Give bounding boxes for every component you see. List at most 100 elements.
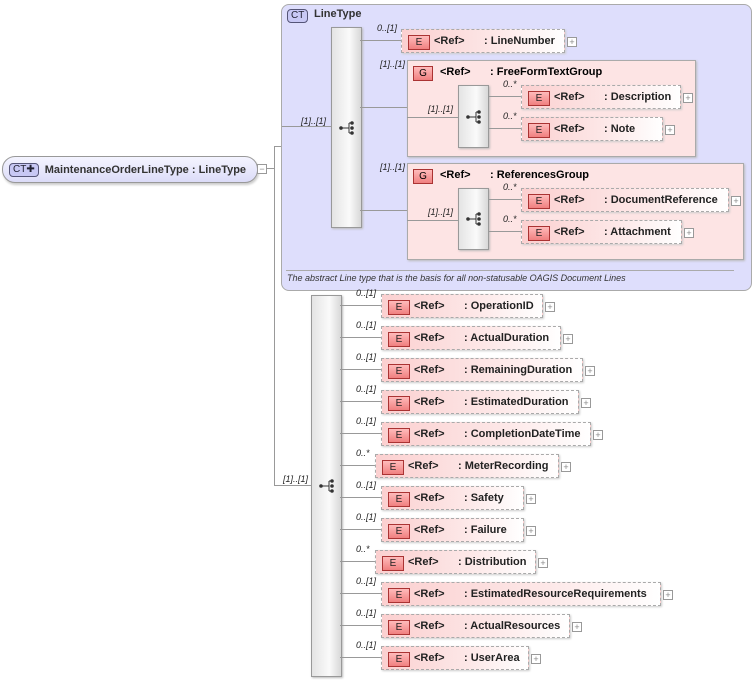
- element-icon: E: [388, 492, 410, 507]
- element-ref[interactable]: E <Ref> : RemainingDuration: [381, 358, 583, 382]
- complex-type-icon: CT: [287, 9, 309, 23]
- element-name: : LineNumber: [484, 35, 555, 47]
- element-ref[interactable]: E <Ref>: Attachment: [521, 220, 682, 244]
- element-icon: E: [388, 396, 410, 411]
- sequence-icon: [465, 109, 481, 124]
- element-ref-label: <Ref>: [414, 364, 445, 376]
- multiplicity-label: 0..*: [356, 544, 370, 554]
- element-icon: E: [388, 652, 410, 667]
- multiplicity-label: 0..[1]: [356, 416, 377, 426]
- element-ref-label: <Ref>: [554, 226, 585, 238]
- expand-button[interactable]: +: [531, 654, 541, 664]
- multiplicity-label: 0..*: [503, 79, 517, 89]
- element-name: : CompletionDateTime: [464, 428, 581, 440]
- element-icon: E: [528, 194, 550, 209]
- element-name: : ActualResources: [464, 620, 561, 632]
- group-ref-label: <Ref>: [440, 169, 471, 181]
- multiplicity-label: [1]..[1]: [380, 162, 406, 172]
- group-ref-label: <Ref>: [440, 66, 471, 78]
- sequence-compositor[interactable]: [458, 85, 489, 148]
- element-ref[interactable]: E <Ref>: OperationID: [381, 294, 543, 318]
- element-ref[interactable]: E <Ref>: CompletionDateTime: [381, 422, 591, 446]
- multiplicity-label: [1]..[1]: [428, 207, 454, 217]
- element-ref-label: <Ref>: [414, 332, 445, 344]
- multiplicity-label: 0..*: [503, 111, 517, 121]
- element-name: : Attachment: [604, 226, 671, 238]
- element-name: : Description: [604, 91, 672, 103]
- multiplicity-label: 0..*: [503, 182, 517, 192]
- multiplicity-label: 0..[1]: [356, 480, 377, 490]
- element-ref[interactable]: E <Ref>: UserArea: [381, 646, 529, 670]
- expand-button[interactable]: +: [581, 398, 591, 408]
- element-ref-label: <Ref>: [414, 300, 445, 312]
- expand-button[interactable]: +: [545, 302, 555, 312]
- multiplicity-label: 0..*: [356, 448, 370, 458]
- sequence-icon: [465, 212, 481, 226]
- expand-button[interactable]: +: [572, 622, 582, 632]
- element-ref[interactable]: E <Ref>: ActualDuration: [381, 326, 561, 350]
- expand-button[interactable]: +: [683, 93, 693, 103]
- sequence-icon: [338, 120, 354, 135]
- element-ref[interactable]: E <Ref>: EstimatedDuration: [381, 390, 579, 414]
- multiplicity-label: 0..*: [503, 214, 517, 224]
- element-ref-label: <Ref>: [408, 460, 439, 472]
- root-complex-type[interactable]: CT✚ MaintenanceOrderLineType : LineType: [2, 156, 258, 183]
- expand-button[interactable]: +: [684, 228, 694, 238]
- element-ref[interactable]: E <Ref>: MeterRecording: [375, 454, 559, 478]
- expand-button[interactable]: +: [593, 430, 603, 440]
- multiplicity-label: [1]..[1]: [283, 474, 309, 484]
- multiplicity-label: [1]..[1]: [428, 104, 454, 114]
- group-name: : FreeFormTextGroup: [490, 66, 603, 78]
- multiplicity-label: [1]..[1]: [301, 116, 327, 126]
- expand-button[interactable]: +: [563, 334, 573, 344]
- element-ref-label: <Ref>: [434, 35, 465, 47]
- element-ref[interactable]: E <Ref>: EstimatedResourceRequirements: [381, 582, 661, 606]
- element-ref-label: <Ref>: [408, 556, 439, 568]
- element-ref-label: <Ref>: [414, 492, 445, 504]
- element-icon: E: [388, 364, 410, 379]
- expand-button[interactable]: +: [665, 125, 675, 135]
- sequence-compositor[interactable]: [331, 27, 362, 228]
- element-name: : Note: [604, 123, 636, 135]
- element-name: : EstimatedResourceRequirements: [464, 588, 647, 600]
- multiplicity-label: [1]..[1]: [380, 59, 406, 69]
- element-name: : UserArea: [464, 652, 520, 664]
- group-name: : ReferencesGroup: [490, 169, 590, 181]
- element-ref[interactable]: E <Ref>: DocumentReference: [521, 188, 729, 212]
- complex-type-extension-icon: CT✚: [9, 162, 39, 177]
- element-ref[interactable]: E <Ref>: LineNumber: [401, 29, 565, 53]
- expand-button[interactable]: +: [663, 590, 673, 600]
- element-ref[interactable]: E <Ref>: Note: [521, 117, 663, 141]
- element-ref[interactable]: E <Ref>: Safety: [381, 486, 524, 510]
- element-ref[interactable]: E <Ref>: Distribution: [375, 550, 536, 574]
- element-icon: E: [388, 332, 410, 347]
- linetype-description: The abstract Line type that is the basis…: [287, 273, 626, 283]
- element-name: : RemainingDuration: [464, 364, 573, 376]
- element-ref-label: <Ref>: [554, 91, 585, 103]
- multiplicity-label: 0..[1]: [356, 384, 377, 394]
- expand-button[interactable]: +: [526, 526, 536, 536]
- sequence-compositor[interactable]: [311, 295, 342, 677]
- element-ref[interactable]: E <Ref>: Failure: [381, 518, 524, 542]
- sequence-compositor[interactable]: [458, 188, 489, 250]
- element-ref-label: <Ref>: [414, 524, 445, 536]
- expand-button[interactable]: +: [561, 462, 571, 472]
- element-ref[interactable]: E <Ref>: Description: [521, 85, 681, 109]
- collapse-button[interactable]: −: [257, 164, 267, 174]
- element-ref[interactable]: E <Ref>: ActualResources: [381, 614, 570, 638]
- element-name: : MeterRecording: [458, 460, 549, 472]
- root-base-type: : LineType: [191, 163, 247, 176]
- element-name: : OperationID: [464, 300, 534, 312]
- multiplicity-label: 0..[1]: [356, 352, 377, 362]
- expand-button[interactable]: +: [526, 494, 536, 504]
- group-icon: G: [413, 66, 433, 81]
- multiplicity-label: 0..[1]: [356, 512, 377, 522]
- group-icon: G: [413, 169, 433, 184]
- expand-button[interactable]: +: [731, 196, 741, 206]
- expand-button[interactable]: +: [538, 558, 548, 568]
- multiplicity-label: 0..[1]: [377, 23, 398, 33]
- expand-button[interactable]: +: [567, 37, 577, 47]
- sequence-icon: [318, 479, 334, 493]
- element-ref-label: <Ref>: [414, 620, 445, 632]
- expand-button[interactable]: +: [585, 366, 595, 376]
